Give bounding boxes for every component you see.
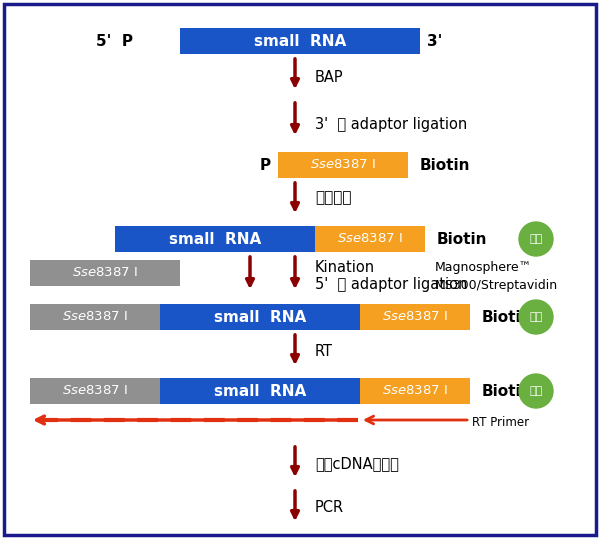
Text: $\mathit{Sse}$8387 I: $\mathit{Sse}$8387 I xyxy=(382,384,448,397)
Text: Magnosphere™: Magnosphere™ xyxy=(435,261,532,274)
Bar xyxy=(278,152,408,178)
Text: 磁珠: 磁珠 xyxy=(529,312,542,322)
Text: RT Primer: RT Primer xyxy=(472,416,529,429)
Text: 磁珠: 磁珠 xyxy=(529,234,542,244)
Text: Biotin: Biotin xyxy=(482,309,533,324)
Text: Biotin: Biotin xyxy=(437,231,487,246)
Text: BAP: BAP xyxy=(315,71,344,86)
Text: small  RNA: small RNA xyxy=(214,309,306,324)
Text: P: P xyxy=(259,157,271,172)
Bar xyxy=(160,304,360,330)
Bar xyxy=(360,378,470,404)
Bar xyxy=(160,378,360,404)
Text: Biotin: Biotin xyxy=(482,384,533,398)
Text: PCR: PCR xyxy=(315,501,344,515)
Bar xyxy=(30,304,160,330)
Text: 3'  端 adaptor ligation: 3' 端 adaptor ligation xyxy=(315,116,467,132)
Text: $\mathit{Sse}$8387 I: $\mathit{Sse}$8387 I xyxy=(310,158,376,171)
Text: Kination: Kination xyxy=(315,260,375,275)
Text: 5'  端 adaptor ligation: 5' 端 adaptor ligation xyxy=(315,278,467,293)
Bar xyxy=(180,28,420,54)
Bar xyxy=(360,304,470,330)
Text: 3': 3' xyxy=(427,33,443,49)
Text: RT: RT xyxy=(315,344,333,360)
Text: $\mathit{Sse}$8387 I: $\mathit{Sse}$8387 I xyxy=(337,232,403,245)
Bar xyxy=(315,226,425,252)
Circle shape xyxy=(519,374,553,408)
Bar xyxy=(30,378,160,404)
Circle shape xyxy=(519,222,553,256)
Text: small  RNA: small RNA xyxy=(214,384,306,398)
Bar xyxy=(115,226,315,252)
Text: 磁珠回收: 磁珠回收 xyxy=(315,190,352,205)
Bar xyxy=(30,260,180,286)
Text: $\mathit{Sse}$8387 I: $\mathit{Sse}$8387 I xyxy=(72,266,138,280)
Text: 单链cDNA的回收: 单链cDNA的回收 xyxy=(315,457,399,472)
Text: $\mathit{Sse}$8387 I: $\mathit{Sse}$8387 I xyxy=(62,310,128,323)
Text: $\mathit{Sse}$8387 I: $\mathit{Sse}$8387 I xyxy=(62,384,128,397)
Text: Biotin: Biotin xyxy=(420,157,470,172)
Text: MS300/Streptavidin: MS300/Streptavidin xyxy=(435,279,558,292)
Circle shape xyxy=(519,300,553,334)
Text: small  RNA: small RNA xyxy=(169,231,261,246)
Text: 5'  P: 5' P xyxy=(97,33,133,49)
Text: $\mathit{Sse}$8387 I: $\mathit{Sse}$8387 I xyxy=(382,310,448,323)
Text: 磁珠: 磁珠 xyxy=(529,386,542,396)
Text: small  RNA: small RNA xyxy=(254,33,346,49)
